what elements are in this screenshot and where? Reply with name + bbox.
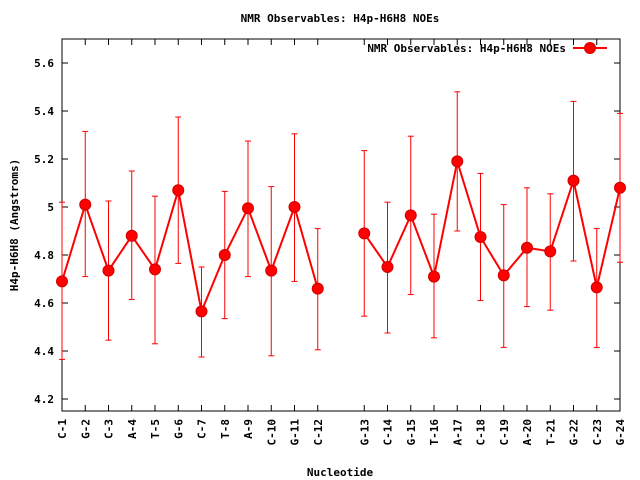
x-tick-label: C-7	[196, 419, 209, 439]
plot-frame	[61, 38, 621, 412]
data-point	[521, 241, 533, 254]
x-axis: C-1 G-2 C-3 A-4 T-5 G-6 C-7 T-8 A-9 C-10 G-11 C-12 G…	[56, 39, 627, 446]
data-point	[404, 209, 417, 222]
x-tick-label: C-1	[56, 419, 69, 439]
legend-label: NMR Observables: H4p-H6H8 NOEs	[367, 42, 566, 55]
data-point	[172, 184, 185, 197]
series-line	[61, 189, 319, 315]
x-tick-label: C-12	[312, 419, 325, 446]
chart-title: NMR Observables: H4p-H6H8 NOEs	[241, 12, 440, 25]
data-point	[102, 264, 115, 277]
data-point	[544, 245, 557, 258]
x-tick-label: G-13	[358, 419, 371, 446]
data-point	[242, 202, 254, 215]
y-tick-label: 4.6	[34, 297, 54, 310]
data-point	[474, 231, 487, 243]
x-tick-label: C-19	[498, 419, 511, 446]
x-tick-label: G-2	[79, 419, 92, 439]
data-point	[590, 281, 603, 294]
y-tick-label: 4.8	[34, 249, 54, 262]
x-tick-label: G-24	[614, 419, 627, 446]
x-tick-label: T-8	[219, 419, 232, 439]
x-tick-label: A-20	[521, 419, 534, 446]
data-point	[125, 229, 138, 242]
data-point	[195, 305, 208, 318]
data-point	[497, 269, 510, 282]
x-tick-label: C-23	[591, 419, 604, 446]
data-point	[265, 264, 278, 277]
y-tick-label: 4.4	[34, 345, 54, 358]
y-tick-label: 5.2	[34, 153, 54, 166]
x-tick-label: T-16	[428, 419, 441, 446]
x-tick-label: C-18	[475, 419, 488, 446]
legend: NMR Observables: H4p-H6H8 NOEs	[367, 42, 607, 55]
data-point	[79, 198, 92, 211]
data-point	[311, 282, 324, 295]
y-tick-label: 4.2	[34, 393, 54, 406]
x-tick-label: T-5	[149, 419, 162, 439]
y-axis: 4.2 4.4 4.6 4.8 5 5.2 5.4 5.6	[34, 57, 620, 406]
x-tick-label: G-11	[289, 419, 302, 446]
data-point	[56, 275, 68, 288]
data-point	[149, 263, 161, 276]
series-line	[363, 161, 621, 288]
data-point	[358, 227, 371, 240]
y-tick-label: 5.6	[34, 57, 54, 70]
data-point	[428, 270, 440, 283]
x-tick-label: A-17	[451, 419, 464, 446]
x-tick-label: G-6	[172, 419, 185, 439]
x-tick-label: A-4	[126, 419, 139, 439]
data-point	[451, 155, 464, 168]
x-tick-label: C-3	[103, 419, 116, 439]
data-point	[218, 249, 231, 261]
x-axis-label: Nucleotide	[307, 466, 374, 479]
data-point	[614, 181, 626, 194]
data-point	[381, 261, 394, 273]
x-tick-label: G-22	[568, 419, 581, 446]
y-tick-label: 5	[47, 201, 54, 214]
y-axis-label: H4p-H6H8 (Angstroms)	[8, 159, 21, 291]
x-tick-label: A-9	[242, 419, 255, 439]
x-tick-label: T-21	[544, 419, 557, 446]
data-point	[567, 174, 580, 187]
legend-marker	[584, 42, 596, 54]
x-tick-label: G-15	[405, 419, 418, 446]
x-tick-label: C-14	[382, 419, 395, 446]
plot-area	[56, 91, 626, 360]
data-point	[288, 201, 301, 213]
x-tick-label: C-10	[265, 419, 278, 446]
y-tick-label: 5.4	[34, 105, 54, 118]
